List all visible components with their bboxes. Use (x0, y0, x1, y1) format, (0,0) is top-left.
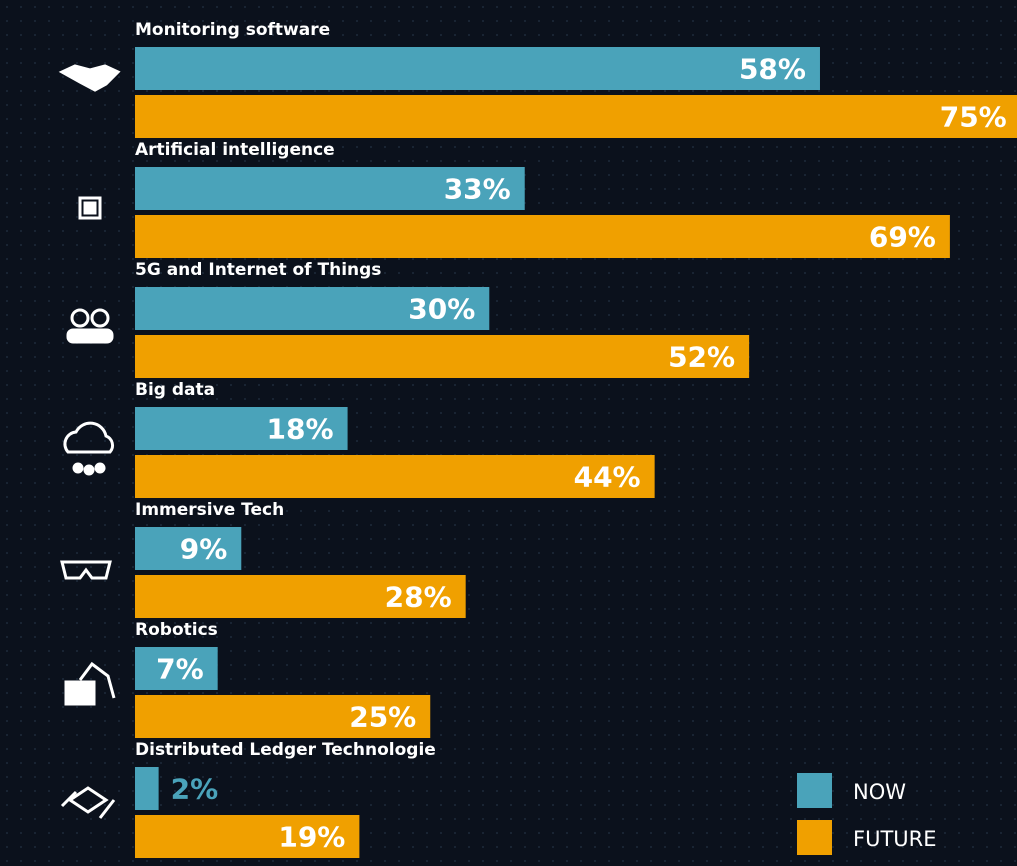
bar (135, 647, 218, 690)
bar (135, 167, 525, 210)
value-label: 9% (180, 533, 228, 566)
icon-cloud (63, 421, 115, 454)
value-label: 19% (278, 821, 345, 854)
value-label: 30% (408, 293, 475, 326)
icon-robot-base (64, 680, 96, 706)
icon-robot-arm (78, 661, 116, 699)
bar (135, 407, 348, 450)
bar (135, 287, 490, 330)
category-label: 5G and Internet of Things (135, 260, 381, 280)
icon-dot (83, 464, 95, 476)
category-label: Big data (135, 380, 215, 400)
icon-people-base (66, 328, 114, 344)
icon-chain (67, 786, 109, 814)
icon-dot (94, 462, 106, 474)
bar (135, 527, 242, 570)
bar (135, 575, 466, 618)
bar (135, 815, 360, 858)
value-label: 28% (385, 581, 452, 614)
value-label: 58% (739, 53, 806, 86)
bar (135, 695, 431, 738)
value-label: 7% (156, 653, 204, 686)
category-label: Monitoring software (135, 20, 330, 40)
icon-person (90, 308, 110, 328)
bar (135, 215, 950, 258)
icon-vr (60, 560, 112, 580)
value-label: 75% (940, 101, 1007, 134)
category-label: Distributed Ledger Technologie (135, 740, 436, 760)
legend-label: NOW (853, 780, 906, 804)
value-label: 18% (267, 413, 334, 446)
icon-handshake (58, 64, 121, 92)
category-label: Immersive Tech (135, 500, 284, 520)
value-label: 33% (444, 173, 511, 206)
category-label: Robotics (135, 620, 218, 640)
bar (135, 47, 820, 90)
value-label: 25% (349, 701, 416, 734)
legend-label: FUTURE (853, 827, 937, 851)
value-label: 69% (869, 221, 936, 254)
bar (135, 335, 750, 378)
bar (135, 95, 1017, 138)
icon-chain-link (60, 790, 116, 819)
icon-person (70, 308, 90, 328)
icons (58, 64, 121, 819)
category-label: Artificial intelligence (135, 140, 335, 160)
value-label: 44% (574, 461, 641, 494)
bar (135, 455, 655, 498)
icon-chip (78, 196, 102, 220)
value-label: 52% (668, 341, 735, 374)
legend-swatch (797, 820, 832, 855)
icon-chip-core (83, 201, 97, 215)
icon-dot (72, 462, 84, 474)
legend-swatch (797, 773, 832, 808)
bar (135, 767, 159, 810)
value-label: 2% (171, 773, 219, 806)
